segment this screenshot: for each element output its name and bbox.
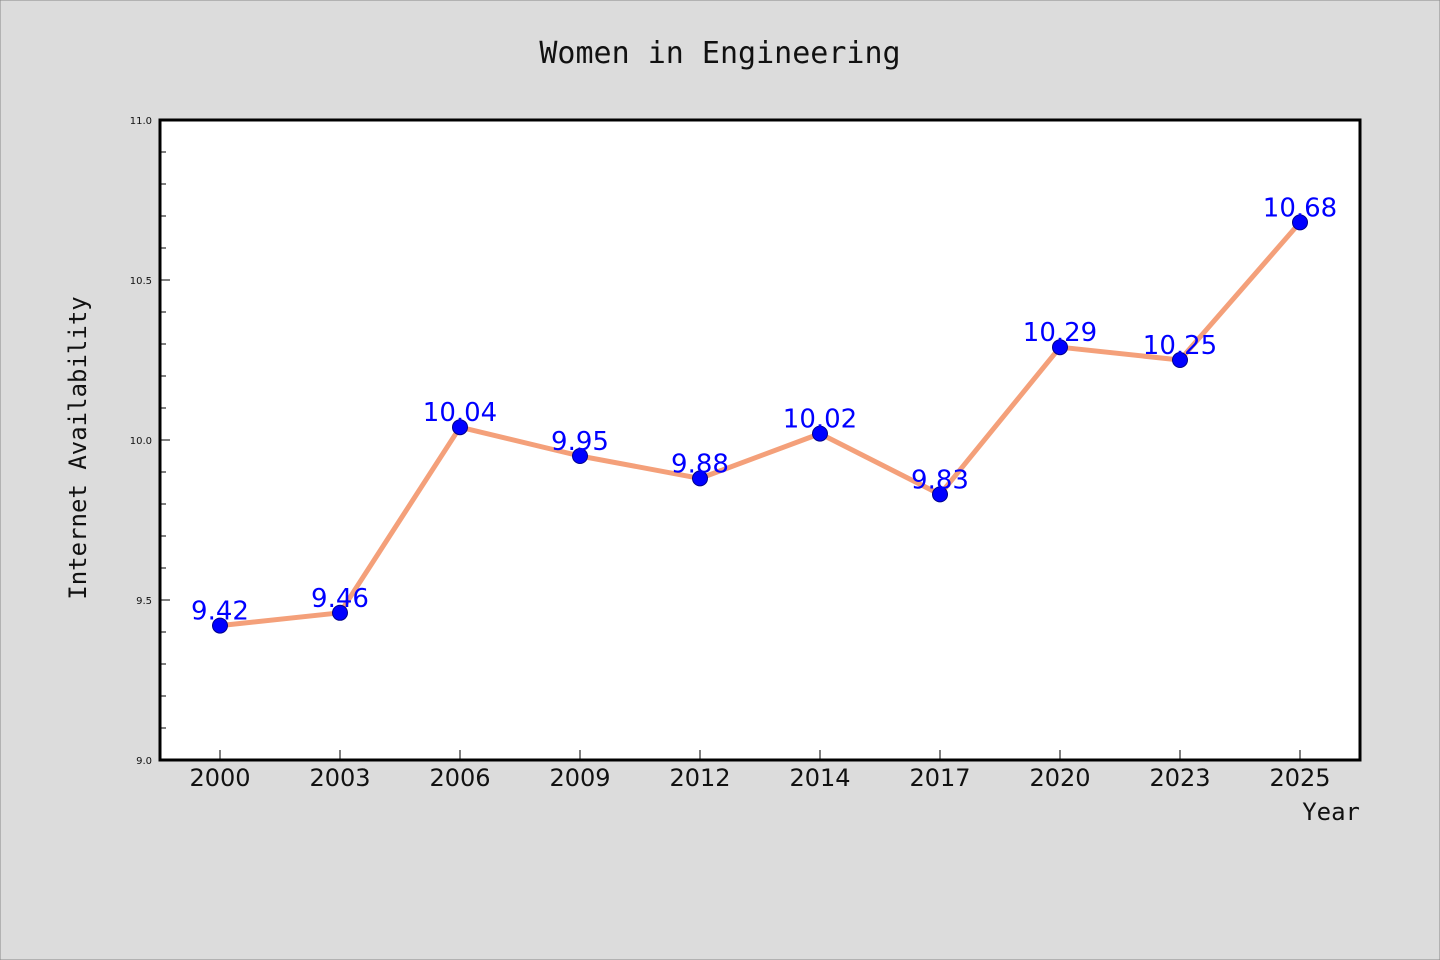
data-label: 10.02 [783,405,857,435]
data-label: 10.68 [1263,193,1337,223]
data-label: 9.42 [191,597,249,627]
y-tick-label: 10.5 [130,276,152,287]
x-tick-label: 2012 [669,764,730,792]
y-axis: 9.0 9.5 10.0 10.5 11.0 [130,116,170,767]
x-axis: 2000 2003 2006 2009 2012 2014 2017 2020 2023 2025 [189,750,1331,792]
x-tick-label: 2006 [429,764,490,792]
x-axis-label: Year [1302,798,1360,826]
data-markers [212,214,1308,634]
x-tick-label: 2020 [1029,764,1090,792]
y-tick-label: 9.5 [136,596,152,607]
data-label: 10.29 [1023,318,1097,348]
x-tick-label: 2014 [789,764,850,792]
data-label: 9.88 [671,449,729,479]
data-label: 9.46 [311,584,369,614]
data-point [572,448,588,464]
data-point [692,470,708,487]
chart-title: Women in Engineering [539,36,900,71]
y-tick-label: 9.0 [136,756,152,767]
data-point [932,486,948,503]
x-tick-label: 2000 [189,764,250,792]
plot-area [158,118,1362,762]
data-label: 9.95 [551,427,609,457]
data-point [1292,214,1308,231]
data-point [452,419,468,436]
x-tick-label: 2025 [1269,764,1330,792]
data-point [1052,339,1068,356]
x-tick-label: 2023 [1149,764,1210,792]
series-line-group [217,219,1303,629]
data-label: 10.04 [423,398,497,428]
data-point [332,604,348,621]
x-tick-label: 2009 [549,764,610,792]
series-line [217,219,1303,629]
y-tick-label: 10.0 [130,436,152,447]
data-point [1172,352,1188,368]
data-point [812,425,828,442]
x-tick-label: 2017 [909,764,970,792]
y-axis-label: Internet Availability [64,296,92,599]
x-tick-label: 2003 [309,764,370,792]
data-label: 9.83 [911,465,969,495]
y-tick-label: 11.0 [130,116,152,127]
data-label: 10.25 [1143,331,1217,361]
data-labels: 9.42 9.46 10.04 9.95 9.88 10.02 9.83 10.29 10.25… [191,193,1337,626]
data-point [212,617,228,634]
